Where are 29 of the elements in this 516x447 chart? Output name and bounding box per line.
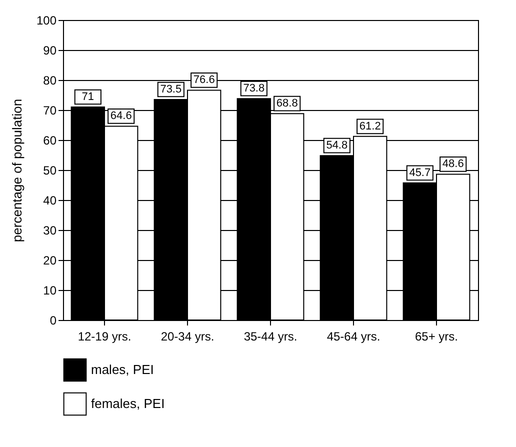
y-tick-label: 70	[43, 104, 57, 118]
x-tick-label: 12-19 yrs.	[78, 330, 132, 344]
y-tick-label: 60	[43, 134, 57, 148]
y-tick-label: 10	[43, 284, 57, 298]
x-tick-label: 45-64 yrs.	[326, 330, 380, 344]
y-tick-label: 90	[43, 44, 57, 58]
x-tick-label: 35-44 yrs.	[244, 330, 298, 344]
y-tick-label: 100	[36, 14, 57, 28]
y-tick-label: 0	[50, 314, 57, 328]
data-label: 73.8	[243, 82, 265, 95]
data-label: 76.6	[193, 74, 215, 86]
y-tick-label: 40	[43, 194, 57, 208]
data-label: 71	[82, 91, 94, 103]
data-label: 54.8	[326, 140, 348, 152]
legend-label: females, PEI	[91, 396, 165, 411]
data-label: 68.8	[276, 98, 298, 110]
data-label: 45.7	[409, 166, 431, 179]
y-axis-title: percentage of population	[9, 98, 24, 242]
y-tick-label: 50	[43, 164, 57, 178]
x-tick-label: 20-34 yrs.	[160, 330, 214, 344]
data-label: 48.6	[442, 158, 464, 170]
data-label: 64.6	[110, 110, 132, 122]
legend-label: males, PEI	[91, 362, 154, 377]
y-tick-label: 30	[43, 224, 57, 238]
y-tick-label: 80	[43, 74, 57, 88]
data-label: 73.5	[160, 84, 182, 96]
data-label: 61.2	[359, 120, 381, 132]
x-tick-label: 65+ yrs.	[414, 330, 458, 344]
y-tick-label: 20	[43, 254, 57, 268]
